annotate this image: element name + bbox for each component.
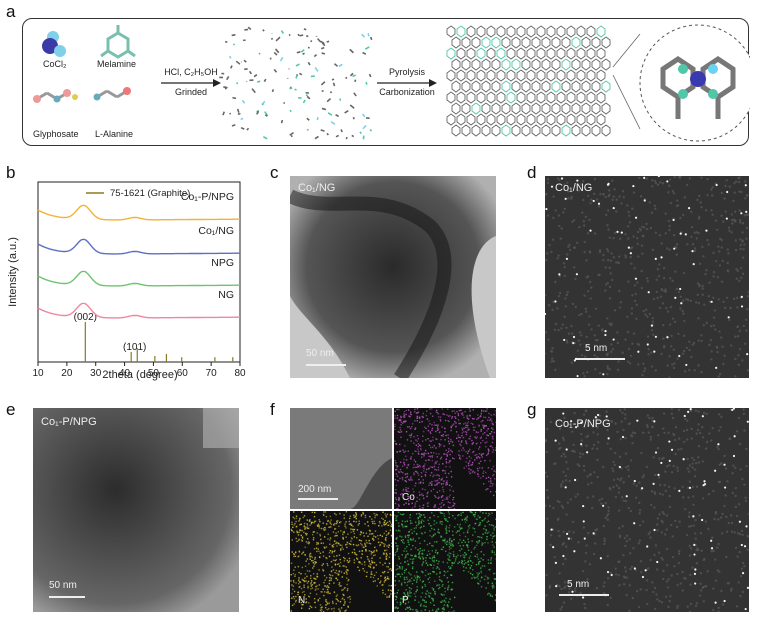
xrd-xlabel: 2theta (degree) bbox=[102, 369, 177, 381]
scale-bar-f bbox=[298, 498, 338, 500]
panel-e-sample-label: Co₁-P/NPG bbox=[41, 416, 97, 428]
xrd-series-label: Co₁/NG bbox=[198, 225, 234, 237]
step2-process-top: Pyrolysis bbox=[388, 67, 425, 77]
xrd-xtick-label: 80 bbox=[234, 368, 246, 379]
eds-haadf-tile: 200 nm bbox=[290, 408, 392, 509]
eds-n-label: N bbox=[298, 595, 306, 606]
xrd-xtick-label: 70 bbox=[206, 368, 218, 379]
cobalt-atom bbox=[690, 71, 706, 87]
xrd-chart: 10 20 30 40 50 60 70 80 (002) (101) Co₁-P/NPG Co₁/N… bbox=[7, 181, 246, 381]
melamine-molecule-icon bbox=[100, 25, 136, 59]
xrd-xtick-label: 50 bbox=[148, 368, 160, 379]
co-n4-site-icon bbox=[660, 55, 736, 119]
xrd-xtick-label: 60 bbox=[177, 368, 189, 379]
scale-text-e: 50 nm bbox=[49, 580, 77, 591]
eds-co-label: Co bbox=[402, 492, 415, 503]
eds-p-label: P bbox=[402, 595, 409, 606]
scheme-drawing bbox=[33, 24, 750, 142]
xrd-series-line bbox=[37, 302, 240, 319]
xrd-xtick-label: 30 bbox=[90, 368, 102, 379]
scale-bar-d bbox=[575, 358, 625, 360]
tem-image-co1-p-npg: Co₁-P/NPG 50 nm bbox=[33, 408, 239, 612]
alanine-label: L-Alanine bbox=[95, 129, 134, 139]
xrd-peak-label: (101) bbox=[123, 342, 146, 353]
xrd-xtick-label: 20 bbox=[61, 368, 73, 379]
glyphosate-molecule-icon bbox=[33, 89, 78, 103]
haadf-image-co1-p-npg: Co₁-P/NPG 5 nm bbox=[545, 408, 749, 612]
scale-text-d: 5 nm bbox=[585, 343, 608, 354]
panel-f-label: f bbox=[270, 400, 275, 419]
glyphosate-label: Glyphosate bbox=[33, 129, 79, 139]
panel-d-sample-label: Co₁/NG bbox=[555, 182, 593, 194]
xrd-ylabel: Intensity (a.u.) bbox=[7, 237, 19, 307]
melamine-label: Melamine bbox=[97, 59, 137, 69]
panel-c-sample-label: Co₁/NG bbox=[298, 182, 336, 194]
scale-bar-c bbox=[306, 364, 346, 366]
panel-b-label: b bbox=[6, 163, 16, 182]
eds-co-map-tile: Co bbox=[394, 408, 496, 509]
xrd-series-line bbox=[37, 270, 240, 287]
xrd-legend-text: 75-1621 (Graphite) bbox=[110, 188, 190, 199]
tem-image-co1-ng: Co₁/NG 50 nm bbox=[290, 176, 496, 378]
haadf-texture-g bbox=[545, 408, 749, 612]
scale-text-f: 200 nm bbox=[298, 484, 332, 495]
xrd-plot-frame bbox=[37, 181, 241, 363]
synthesis-scheme: CoCl₂ Melamine Glyphosate L-Alanine HCl,… bbox=[22, 18, 750, 146]
panel-c-label: c bbox=[270, 163, 279, 182]
precursor-mixture-image bbox=[219, 26, 373, 140]
panel-a-label: a bbox=[6, 2, 16, 21]
panel-e-label: e bbox=[6, 400, 16, 419]
step1-process: Grinded bbox=[174, 87, 208, 97]
scale-bar-e bbox=[49, 596, 85, 598]
panel-g-sample-label: Co₁-P/NPG bbox=[555, 418, 611, 430]
eds-p-map-tile: P bbox=[394, 511, 496, 612]
xrd-series-label: NPG bbox=[211, 257, 234, 269]
xrd-peak-label: (002) bbox=[74, 312, 97, 323]
tem-texture-e bbox=[33, 408, 239, 612]
eds-n-map-tile: N bbox=[290, 511, 392, 612]
haadf-texture-d bbox=[545, 176, 749, 378]
panel-g-label: g bbox=[527, 400, 537, 419]
xrd-xtick-label: 10 bbox=[32, 368, 44, 379]
xrd-series-label: Co₁-P/NPG bbox=[181, 191, 234, 203]
scale-bar-g bbox=[559, 594, 609, 596]
xrd-series-line bbox=[37, 204, 240, 221]
alanine-molecule-icon bbox=[93, 87, 131, 101]
tem-texture-c bbox=[290, 176, 496, 378]
cocl2-molecule-icon bbox=[42, 31, 66, 57]
xrd-xtick-label: 40 bbox=[119, 368, 131, 379]
carbon-sheet-image bbox=[446, 25, 611, 137]
haadf-image-co1-ng: Co₁/NG 5 nm bbox=[545, 176, 749, 378]
step1-reagents: HCl, C₂H₅OH bbox=[164, 67, 218, 77]
cocl2-label: CoCl₂ bbox=[43, 59, 67, 69]
scale-text-c: 50 nm bbox=[306, 348, 334, 359]
step2-process-bottom: Carbonization bbox=[379, 87, 435, 97]
panel-d-label: d bbox=[527, 163, 537, 182]
scale-text-g: 5 nm bbox=[567, 579, 590, 590]
xrd-series-label: NG bbox=[218, 289, 234, 301]
eds-mapping-grid: 200 nm Co N P bbox=[290, 408, 496, 612]
xrd-series-line bbox=[37, 238, 240, 255]
